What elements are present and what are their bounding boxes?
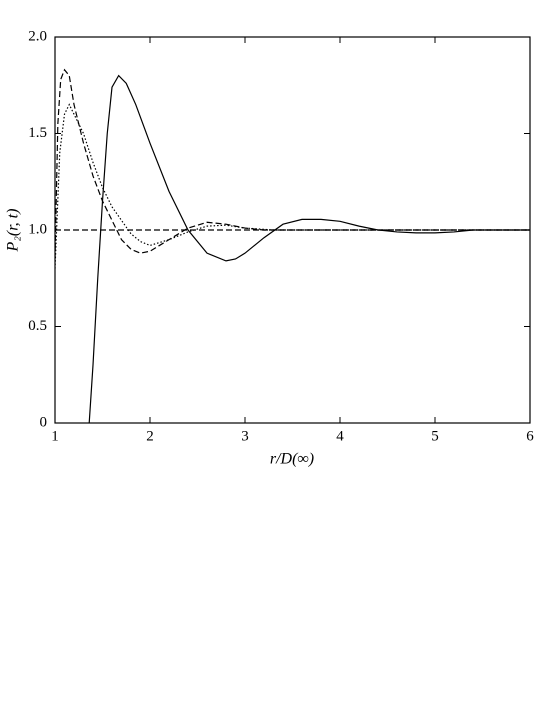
y-axis-label: P₂(r, t)	[5, 209, 22, 253]
y-tick-label: 1.0	[28, 221, 47, 237]
x-axis-label: r/D(∞)	[270, 451, 314, 468]
y-tick-label: 1.5	[28, 125, 47, 141]
y-tick-label: 2.0	[28, 28, 47, 44]
y-tick-label: 0.5	[28, 318, 47, 334]
x-tick-label: 4	[336, 428, 344, 444]
x-tick-label: 3	[241, 428, 249, 444]
x-tick-label: 6	[526, 428, 534, 444]
plot-frame	[54, 36, 531, 424]
series-line	[55, 68, 530, 259]
series-line	[88, 74, 530, 423]
x-tick-label: 5	[431, 428, 439, 444]
series-line	[55, 103, 530, 269]
x-tick-label: 1	[51, 428, 59, 444]
x-tick-label: 2	[146, 428, 154, 444]
y-tick-label: 0	[40, 414, 48, 430]
